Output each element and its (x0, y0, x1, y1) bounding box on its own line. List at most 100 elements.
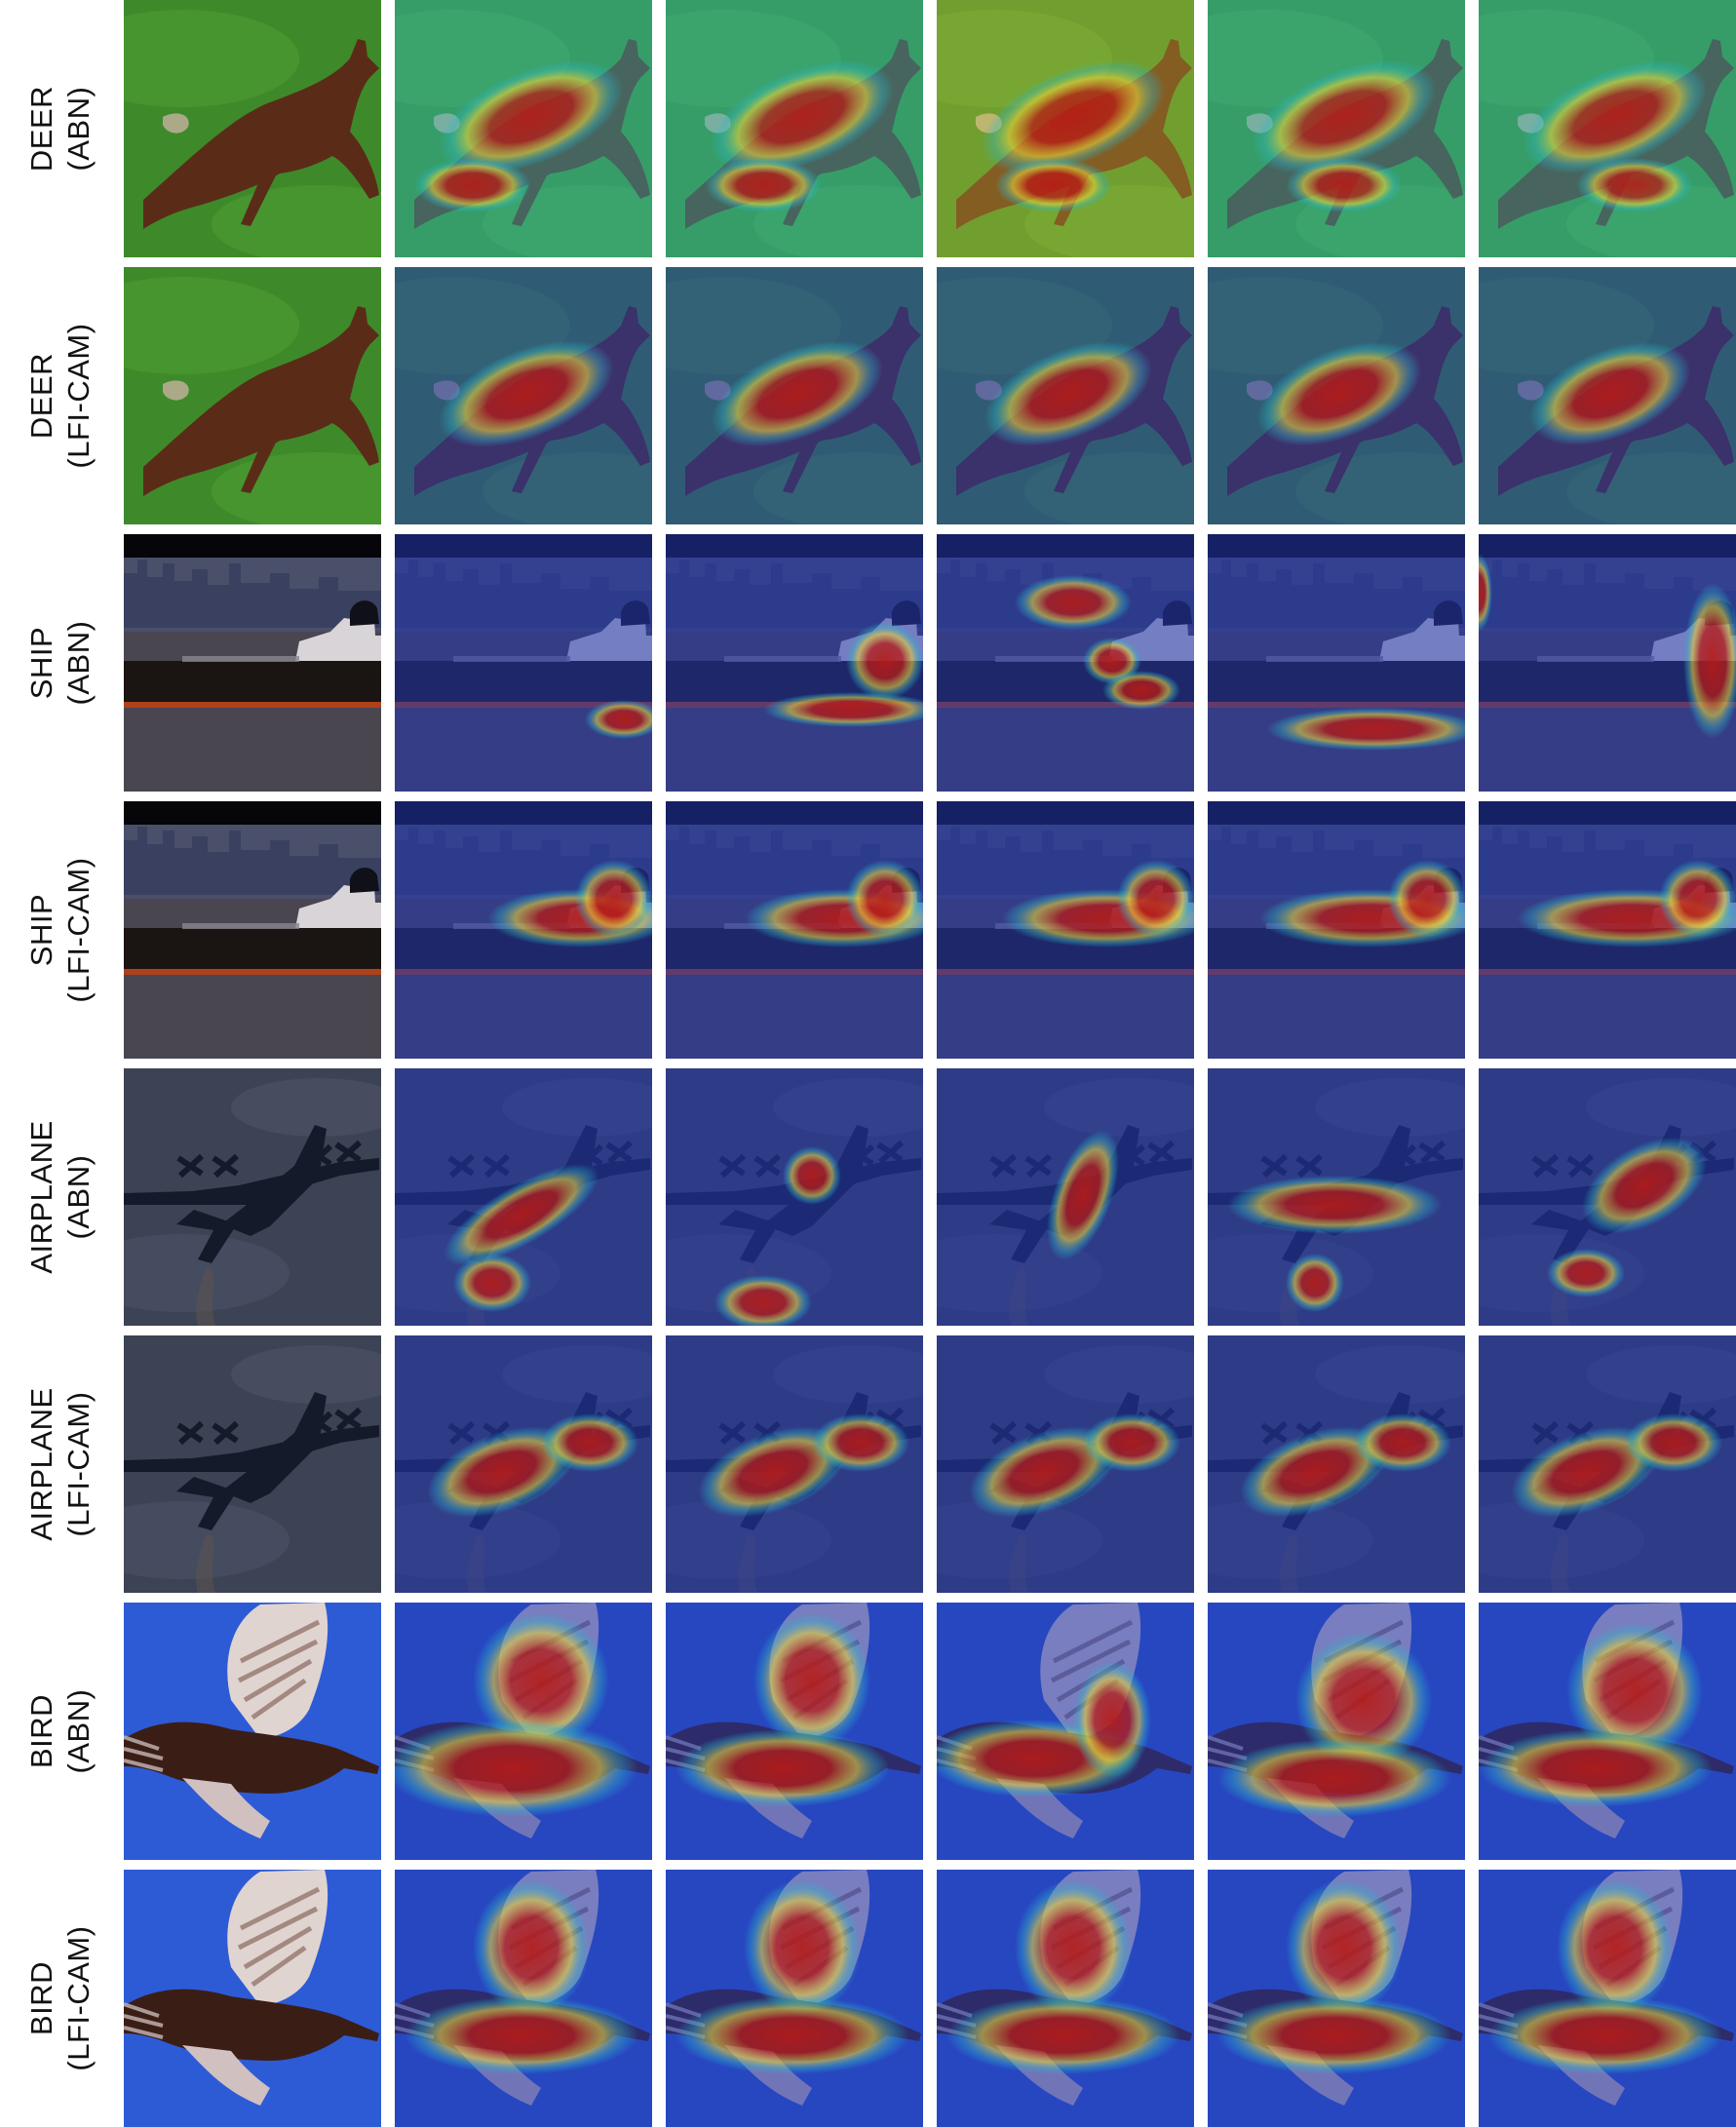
bird-silhouette (124, 1603, 379, 1838)
attention-hotspot (1217, 1996, 1451, 2074)
attention-hotspot (395, 1720, 638, 1817)
bird-abn-attention-map-2 (666, 1603, 923, 1860)
bird-lfi-cam-attention-map-3 (937, 1870, 1194, 2127)
row-label-text: DEER (LFI-CAM) (23, 267, 97, 524)
attention-hotspot (783, 1146, 841, 1205)
heatmap-svg (937, 1870, 1194, 2127)
row-label-class: SHIP (24, 626, 58, 700)
heatmap-svg (666, 1603, 923, 1860)
attention-hotspot (1523, 59, 1708, 174)
airplane-silhouette (124, 1125, 379, 1326)
heatmap-svg (1479, 801, 1736, 1059)
airplane-lfi-cam-attention-map-3 (937, 1335, 1194, 1593)
ship-silhouette (124, 801, 381, 975)
row-label: BIRD (LFI-CAM) (0, 1870, 121, 2127)
attention-hotspot (1388, 860, 1465, 938)
attention-hotspot (1547, 1249, 1625, 1297)
airplane-abn-attention-map-1 (395, 1068, 652, 1326)
row-label-method: (ABN) (61, 86, 96, 172)
airplane-abn-attention-map-2 (666, 1068, 923, 1326)
heatmap-svg (395, 0, 652, 257)
attention-hotspot (1117, 860, 1194, 938)
deer-original-image (124, 0, 381, 257)
figure-row-airplane-abn: AIRPLANE (ABN) (0, 1068, 1736, 1326)
row-label-text: SHIP (ABN) (23, 534, 97, 792)
airplane-abn-attention-map-5 (1479, 1068, 1736, 1326)
row-label-text: SHIP (LFI-CAM) (23, 801, 97, 1059)
ship-original-image (124, 534, 381, 792)
bird-lfi-cam-attention-map-5 (1479, 1870, 1736, 2127)
heatmap-svg (937, 0, 1194, 257)
heatmap-svg (937, 534, 1194, 792)
figure-row-deer-lfi-cam: DEER (LFI-CAM) (0, 267, 1736, 524)
figure-row-bird-abn: BIRD (ABN) (0, 1603, 1736, 1860)
airplane-lfi-cam-attention-map-5 (1479, 1335, 1736, 1593)
bird-abn-attention-map-5 (1479, 1603, 1736, 1860)
photo-svg (124, 1603, 381, 1860)
attention-hotspot (1047, 1130, 1119, 1260)
attention-hotspot (453, 1254, 531, 1312)
heatmap-svg (1208, 1870, 1465, 2127)
attention-hotspot (1240, 1426, 1390, 1518)
photo-svg (124, 1870, 381, 2127)
row-label-class: DEER (24, 85, 58, 173)
attention-hotspot (995, 158, 1112, 213)
attention-hotspot (585, 700, 652, 739)
row-label: BIRD (ABN) (0, 1603, 121, 1860)
bird-abn-attention-map-4 (1208, 1603, 1465, 1860)
deer-lfi-cam-attention-map-4 (1208, 267, 1465, 524)
heatmap-base-layer (937, 534, 1194, 792)
bird-lfi-cam-attention-map-4 (1208, 1870, 1465, 2127)
bird-abn-attention-map-3 (937, 1603, 1194, 1860)
row-label-method: (LFI-CAM) (61, 323, 96, 469)
ship-lfi-cam-attention-map-1 (395, 801, 652, 1059)
attention-hotspot (1252, 59, 1437, 174)
row-label-class: SHIP (24, 893, 58, 967)
bird-lfi-cam-attention-map-1 (395, 1870, 652, 2127)
heatmap-svg (1208, 801, 1465, 1059)
row-label: AIRPLANE (LFI-CAM) (0, 1335, 121, 1593)
airplane-abn-attention-map-3 (937, 1068, 1194, 1326)
attention-hotspot (1488, 1996, 1722, 2074)
heatmap-svg (395, 534, 652, 792)
attention-hotspot (1102, 671, 1180, 710)
row-label-method: (LFI-CAM) (61, 1925, 96, 2071)
ship-abn-attention-map-3 (937, 534, 1194, 792)
attention-hotspot (1529, 342, 1691, 445)
attention-hotspot (1479, 1729, 1713, 1807)
deer-lfi-cam-attention-map-3 (937, 267, 1194, 524)
heatmap-svg (1208, 1335, 1465, 1593)
row-label-class: BIRD (24, 1960, 58, 2036)
deer-abn-attention-map-2 (666, 0, 923, 257)
attention-hotspot (1217, 1739, 1451, 1817)
attention-hotspot (1286, 158, 1403, 213)
row-label-text: AIRPLANE (ABN) (23, 1068, 97, 1326)
attention-hotspot (575, 860, 652, 938)
bird-original-image (124, 1870, 381, 2127)
attention-hotspot (753, 1612, 870, 1749)
heatmap-svg (1479, 534, 1736, 792)
attention-hotspot (1083, 1413, 1180, 1472)
row-label: DEER (LFI-CAM) (0, 267, 121, 524)
attention-hotspot (1295, 1632, 1432, 1768)
airplane-abn-attention-map-4 (1208, 1068, 1465, 1326)
row-label: AIRPLANE (ABN) (0, 1068, 121, 1326)
attention-hotspot (1073, 1661, 1151, 1778)
row-label-text: BIRD (ABN) (23, 1603, 97, 1860)
photo-svg (124, 0, 381, 257)
row-label-text: AIRPLANE (LFI-CAM) (23, 1335, 97, 1593)
bird-silhouette (124, 1870, 379, 2106)
heatmap-svg (937, 1335, 1194, 1593)
deer-silhouette (143, 306, 379, 496)
photo-svg (124, 534, 381, 792)
airplane-original-image (124, 1068, 381, 1326)
deer-abn-attention-map-5 (1479, 0, 1736, 257)
heatmap-svg (395, 1335, 652, 1593)
row-label-class: AIRPLANE (24, 1120, 58, 1274)
attention-hotspot (946, 1996, 1180, 2074)
attention-hotspot (541, 1413, 638, 1472)
attention-hotspot (714, 1275, 812, 1326)
attention-hotspot (744, 1879, 861, 2016)
ship-lfi-cam-attention-map-2 (666, 801, 923, 1059)
